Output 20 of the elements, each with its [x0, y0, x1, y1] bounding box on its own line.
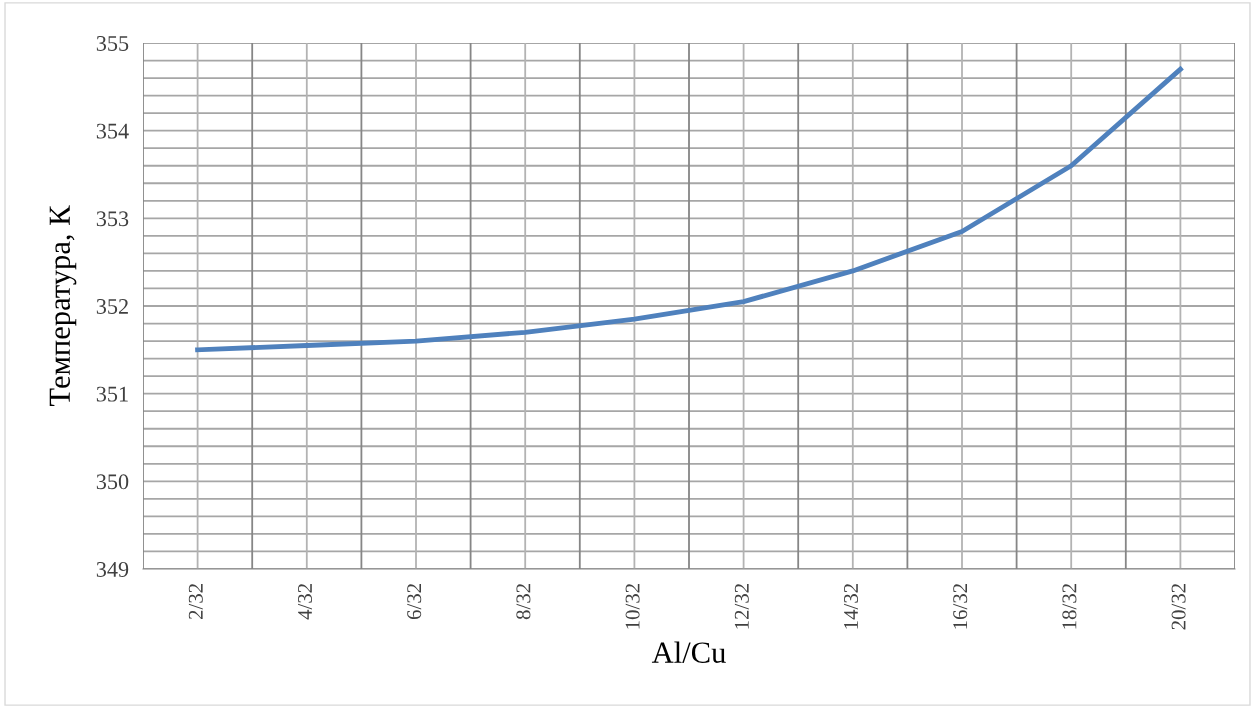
x-tick-label: 12/32	[734, 584, 749, 629]
x-tick-label: 14/32	[844, 584, 859, 629]
y-tick-label: 350	[96, 474, 129, 490]
y-axis-title: Температура, К	[49, 205, 77, 406]
y-tick-label: 353	[96, 211, 129, 227]
y-tick-label: 354	[96, 123, 129, 139]
y-tick-label: 349	[96, 561, 129, 577]
x-tick-label: 10/32	[625, 584, 640, 629]
y-tick-label: 355	[96, 35, 129, 51]
x-tick-label: 6/32	[407, 584, 422, 620]
x-tick-label: 2/32	[188, 584, 203, 620]
x-tick-label: 8/32	[516, 584, 531, 620]
x-tick-label: 20/32	[1171, 584, 1186, 630]
x-tick-label: 16/32	[953, 584, 968, 629]
x-tick-label: 4/32	[298, 584, 313, 620]
line-series	[195, 66, 1183, 353]
y-tick-label: 352	[96, 298, 128, 314]
y-tick-label: 351	[96, 386, 128, 402]
x-axis-title: Al/Cu	[651, 641, 726, 663]
x-tick-label: 18/32	[1062, 584, 1077, 629]
